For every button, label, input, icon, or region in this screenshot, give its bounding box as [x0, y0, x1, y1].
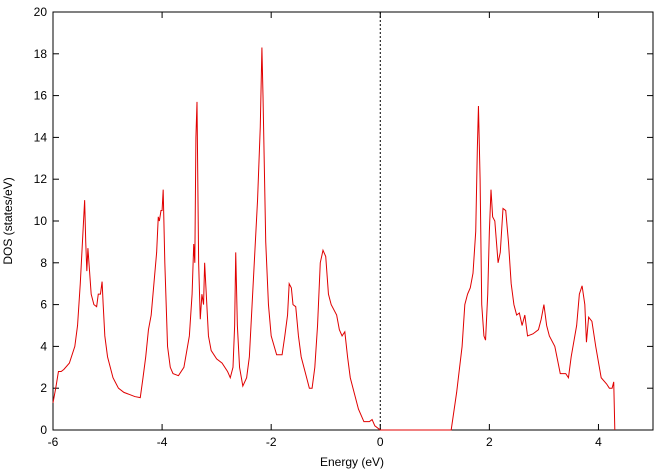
y-tick-label: 4 — [40, 339, 47, 353]
y-axis-label: DOS (states/eV) — [1, 177, 15, 264]
x-tick-label: -4 — [157, 435, 168, 449]
y-tick-label: 12 — [34, 172, 48, 186]
x-tick-label: 4 — [595, 435, 602, 449]
x-tick-label: 2 — [486, 435, 493, 449]
y-tick-label: 16 — [34, 89, 48, 103]
dos-line — [52, 47, 616, 431]
y-tick-label: 14 — [34, 130, 48, 144]
y-tick-label: 18 — [34, 47, 48, 61]
x-axis-label: Energy (eV) — [320, 455, 384, 469]
y-tick-label: 10 — [34, 214, 48, 228]
plot-frame — [52, 11, 654, 431]
x-tick-label: 0 — [377, 435, 384, 449]
x-tick-label: -2 — [266, 435, 277, 449]
y-tick-label: 8 — [40, 256, 47, 270]
y-tick-label: 6 — [40, 298, 47, 312]
y-tick-label: 20 — [34, 5, 48, 19]
y-tick-label: 2 — [40, 381, 47, 395]
y-tick-label: 0 — [40, 423, 47, 437]
x-tick-label: -6 — [48, 435, 59, 449]
